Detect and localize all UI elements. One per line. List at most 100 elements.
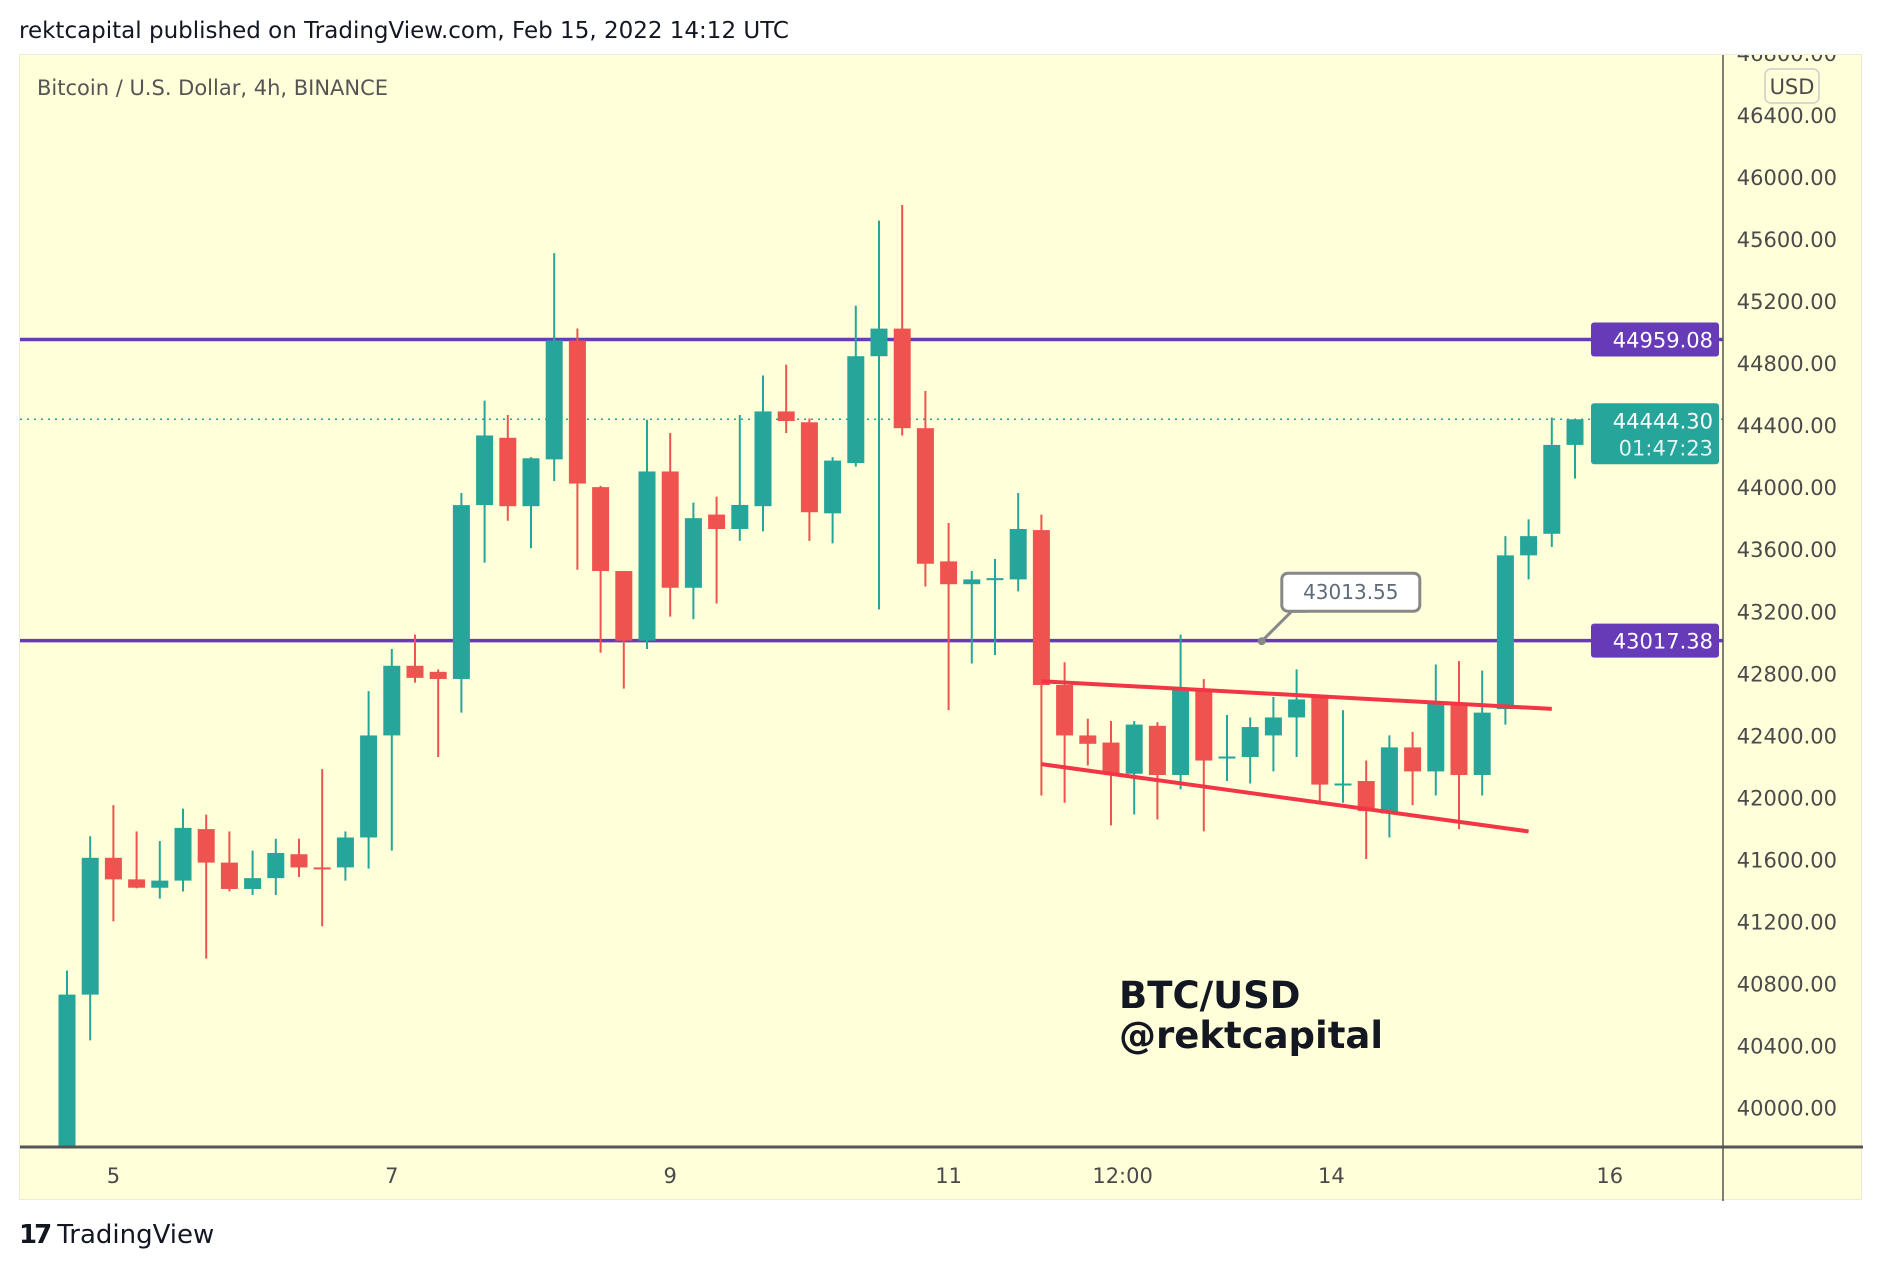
candle-up: [684, 518, 702, 588]
x-tick-label: 16: [1596, 1164, 1623, 1188]
candle-up: [638, 471, 656, 641]
candle-down: [1404, 747, 1422, 772]
candle-down: [1032, 530, 1050, 686]
tradingview-logo-icon: 17: [19, 1220, 52, 1250]
candle-up: [824, 460, 842, 514]
x-tick-label: 7: [385, 1164, 398, 1188]
candles: [58, 204, 1584, 1147]
candlestick-chart[interactable]: Bitcoin / U.S. Dollar, 4h, BINANCE BTC/US…: [20, 55, 1863, 1201]
candle-down: [499, 437, 517, 507]
candle-up: [847, 356, 865, 464]
candle-up: [1473, 712, 1491, 775]
currency-badge[interactable]: [1764, 68, 1820, 104]
price-tag-resistance: [1591, 322, 1719, 357]
x-tick-label: 9: [664, 1164, 677, 1188]
price-tag-label: 43017.38: [1613, 630, 1713, 654]
candle-up: [986, 578, 1004, 581]
candle-up: [545, 340, 563, 460]
candle-down: [1311, 696, 1329, 785]
candle-down: [940, 561, 958, 585]
candle-down: [800, 422, 818, 513]
candle-up: [151, 880, 169, 888]
publish-header: rektcapital published on TradingView.com…: [19, 18, 789, 44]
candle-up: [81, 857, 99, 995]
y-tick-label: 45200.00: [1737, 290, 1837, 314]
candle-down: [1357, 781, 1375, 812]
watermark-pair: BTC/USD: [1119, 974, 1301, 1017]
y-tick-label: 42000.00: [1737, 786, 1837, 810]
x-tick-label: 5: [107, 1164, 120, 1188]
y-tick-label: 46000.00: [1737, 166, 1837, 190]
last-price-tag: [1591, 403, 1719, 465]
candle-up: [1288, 699, 1306, 718]
y-tick-label: 44000.00: [1737, 476, 1837, 500]
candle-up: [360, 735, 378, 838]
trendline-lower[interactable]: [1041, 762, 1529, 834]
watermark-author: @rektcapital: [1119, 1014, 1383, 1057]
candle-up: [1427, 703, 1445, 772]
candle-down: [406, 665, 424, 678]
candle-up: [336, 837, 354, 868]
candle-down: [1079, 735, 1097, 744]
candle-up: [963, 579, 981, 585]
y-tick-label: 46400.00: [1737, 104, 1837, 128]
candle-up: [1566, 419, 1584, 445]
candle-up: [383, 665, 401, 736]
candle-up: [244, 878, 262, 889]
callout-box[interactable]: [1280, 571, 1422, 613]
callout-label: 43013.55: [1303, 580, 1398, 604]
candle-up: [174, 827, 192, 881]
candle-up: [1334, 783, 1352, 786]
candle-up: [1218, 756, 1236, 759]
candle-down: [615, 571, 633, 641]
chart-title: Bitcoin / U.S. Dollar, 4h, BINANCE: [37, 76, 388, 100]
callout-pointer: [1260, 609, 1308, 643]
candle-down: [893, 328, 911, 429]
y-tick-label: 41600.00: [1737, 848, 1837, 872]
candle-down: [568, 340, 586, 484]
candle-up: [1264, 717, 1282, 736]
candle-up: [522, 458, 540, 507]
bar-countdown: 01:47:23: [1619, 436, 1713, 460]
candle-up: [476, 435, 494, 506]
y-tick-label: 42400.00: [1737, 724, 1837, 748]
candle-down: [1450, 703, 1468, 775]
y-tick-label: 41200.00: [1737, 910, 1837, 934]
y-tick-label: 43600.00: [1737, 538, 1837, 562]
price-tag-label: 44959.08: [1613, 328, 1713, 352]
candle-down: [777, 411, 795, 422]
candle-down: [313, 867, 331, 870]
candle-down: [1195, 688, 1213, 761]
candle-up: [1543, 444, 1561, 534]
candle-down: [1148, 725, 1166, 775]
x-tick-label: 12:00: [1092, 1164, 1153, 1188]
y-tick-label: 40800.00: [1737, 973, 1837, 997]
trendline-upper[interactable]: [1041, 679, 1552, 711]
y-tick-label: 40000.00: [1737, 1097, 1837, 1121]
candle-up: [731, 504, 749, 529]
callout-anchor-dot[interactable]: [1257, 637, 1266, 646]
candle-up: [452, 505, 470, 679]
candle-up: [1380, 747, 1398, 814]
y-tick-label: 42800.00: [1737, 662, 1837, 686]
footer: 17 TradingView: [19, 1220, 214, 1250]
candle-down: [708, 514, 726, 529]
chart-panel[interactable]: Bitcoin / U.S. Dollar, 4h, BINANCE BTC/US…: [19, 54, 1863, 1201]
candle-up: [1241, 727, 1259, 757]
candle-down: [220, 862, 238, 889]
candle-down: [104, 857, 122, 880]
candle-up: [267, 852, 285, 879]
candle-up: [1009, 528, 1027, 580]
y-tick-label: 44800.00: [1737, 352, 1837, 376]
candle-up: [1125, 724, 1143, 774]
y-tick-label: 46800.00: [1737, 55, 1837, 66]
brand-name[interactable]: TradingView: [57, 1220, 215, 1250]
candle-down: [592, 487, 610, 572]
candle-down: [429, 671, 447, 679]
candle-up: [1520, 536, 1538, 556]
last-price-label: 44444.30: [1613, 409, 1713, 433]
candle-up: [1172, 688, 1190, 775]
candle-down: [661, 471, 679, 588]
y-tick-label: 45600.00: [1737, 228, 1837, 252]
candle-down: [1102, 742, 1120, 774]
